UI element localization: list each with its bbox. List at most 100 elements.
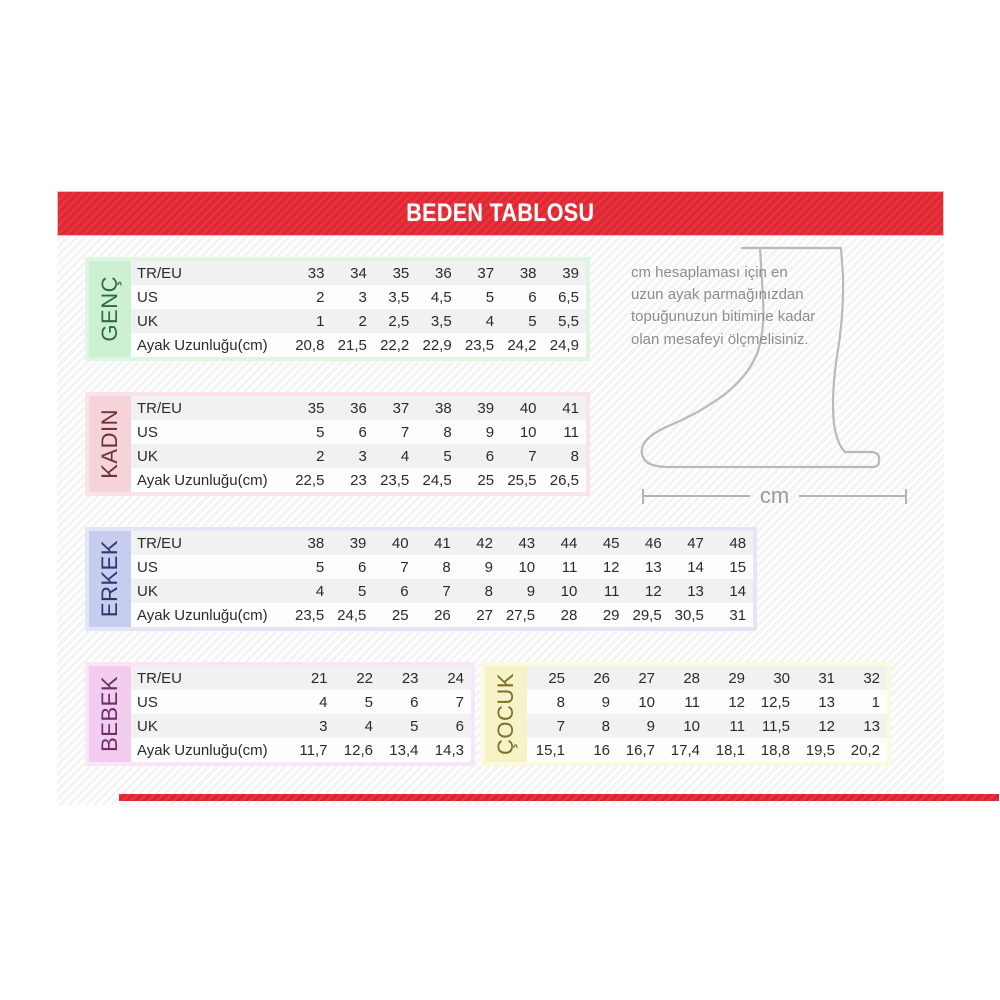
cell: 38 xyxy=(307,534,325,552)
cell: 38 xyxy=(435,399,452,417)
table-row: 15,1 16 16,7 17,4 18,1 18,8 19,5 20,2 xyxy=(527,738,887,762)
measurement-instructions: cm hesaplaması için en uzun ayak parmağı… xyxy=(631,264,816,348)
cell: 26,5 xyxy=(549,471,579,489)
row-label: US xyxy=(137,288,158,306)
cell: 4 xyxy=(364,717,373,735)
cell: 34 xyxy=(350,264,367,282)
cell: 5 xyxy=(410,717,419,735)
cell: 4 xyxy=(400,447,410,465)
cell: 23,5 xyxy=(294,606,325,624)
cell: 12 xyxy=(728,693,745,711)
table-row: UK 2 3 4 5 6 7 8 xyxy=(131,444,586,468)
cell: 7 xyxy=(556,717,565,735)
cell: 6,5 xyxy=(558,288,579,306)
cm-measure-line: cm xyxy=(642,481,908,511)
category-label-text: ERKEK xyxy=(97,540,122,618)
cell: 13 xyxy=(863,717,880,735)
table-row: TR/EU 35 36 37 38 39 40 41 xyxy=(131,396,586,420)
table-row: US 4 5 6 7 xyxy=(131,690,471,714)
cell: 12 xyxy=(602,558,620,576)
cell: 44 xyxy=(560,534,578,552)
cell: 31 xyxy=(729,606,747,624)
cell: 3 xyxy=(319,717,328,735)
table-row: 8 9 10 11 12 12,5 13 1 xyxy=(527,690,887,714)
table-row: UK 1 2 2,5 3,5 4 5 5,5 xyxy=(131,309,586,333)
cell: 10 xyxy=(638,693,655,711)
cell: 11,5 xyxy=(761,717,790,735)
size-grid-bebek: TR/EU 21 22 23 24 US 4 5 6 7 xyxy=(131,666,471,762)
row-values: 5 6 7 8 9 10 11 12 13 14 15 xyxy=(289,559,753,576)
cell: 11 xyxy=(561,558,578,576)
cell: 39 xyxy=(562,264,579,282)
cell: 6 xyxy=(410,693,419,711)
row-values: 35 36 37 38 39 40 41 xyxy=(289,400,586,417)
row-values: 8 9 10 11 12 12,5 13 1 xyxy=(527,694,887,711)
cell: 12,6 xyxy=(343,741,373,759)
row-label: Ayak Uzunluğu(cm) xyxy=(137,606,268,624)
cell: 12 xyxy=(645,582,662,600)
cell: 8 xyxy=(570,447,579,465)
cell: 6 xyxy=(528,288,537,306)
table-row: US 2 3 3,5 4,5 5 6 6,5 xyxy=(131,285,586,309)
cell: 14 xyxy=(687,558,704,576)
category-label-text: GENÇ xyxy=(97,276,122,342)
row-values: 2 3 4 5 6 7 8 xyxy=(289,448,586,465)
cell: 2,5 xyxy=(388,312,410,330)
cell: 12,5 xyxy=(760,693,790,711)
cell: 9 xyxy=(526,582,536,600)
table-row: 25 26 27 28 29 30 31 32 xyxy=(527,666,887,690)
cell: 6 xyxy=(400,582,409,600)
row-values: 33 34 35 36 37 38 39 xyxy=(289,265,586,282)
row-label: TR/EU xyxy=(137,669,182,687)
row-label: Ayak Uzunluğu(cm) xyxy=(137,336,268,354)
cell: 26 xyxy=(593,669,610,687)
foot-side-profile-icon xyxy=(640,246,881,469)
row-label: US xyxy=(137,558,158,576)
cell: 31 xyxy=(818,669,835,687)
cell: 2 xyxy=(316,288,325,306)
row-values: 15,1 16 16,7 17,4 18,1 18,8 19,5 20,2 xyxy=(527,742,887,759)
cell: 24,9 xyxy=(549,336,579,354)
size-grid-cocuk: 25 26 27 28 29 30 31 32 8 9 1 xyxy=(527,666,887,762)
cell: 7 xyxy=(400,558,409,576)
cell: 13 xyxy=(818,693,835,711)
cell: 13 xyxy=(687,582,704,600)
cell: 39 xyxy=(349,534,367,552)
category-label-text: BEBEK xyxy=(97,676,122,752)
row-label: TR/EU xyxy=(137,399,182,417)
cell: 7 xyxy=(442,582,451,600)
cell: 5 xyxy=(528,312,537,330)
cell: 22 xyxy=(356,669,373,687)
cell: 30 xyxy=(773,669,790,687)
measure-cap-right xyxy=(905,488,908,504)
cell: 29 xyxy=(728,669,745,687)
cell: 27,5 xyxy=(505,606,536,624)
cell: 5,5 xyxy=(558,312,579,330)
cell: 6 xyxy=(358,558,367,576)
cell: 27 xyxy=(638,669,655,687)
size-grid-genc: TR/EU 33 34 35 36 37 38 39 US 2 xyxy=(131,261,586,357)
cell: 40 xyxy=(519,399,537,417)
row-label: UK xyxy=(137,717,158,735)
cell: 14 xyxy=(729,582,747,600)
cell: 24,5 xyxy=(337,606,367,624)
cell: 19,5 xyxy=(805,741,835,759)
row-values: 4 5 6 7 xyxy=(289,694,471,711)
cell: 48 xyxy=(729,534,747,552)
cell: 1 xyxy=(871,693,880,711)
cell: 41 xyxy=(434,534,451,552)
title-band: BEDEN TABLOSU xyxy=(57,191,944,236)
cell: 25,5 xyxy=(507,471,537,489)
cell: 25 xyxy=(391,606,409,624)
cell: 47 xyxy=(687,534,704,552)
cell: 23 xyxy=(350,471,367,489)
cell: 28 xyxy=(683,669,700,687)
cell: 8 xyxy=(601,717,610,735)
size-chart-card: BEDEN TABLOSU GENÇ TR/EU 33 34 35 36 37 … xyxy=(57,191,999,805)
size-table-erkek: ERKEK TR/EU 38 39 40 41 42 43 44 45 46 xyxy=(85,527,757,631)
row-values: 2 3 3,5 4,5 5 6 6,5 xyxy=(289,289,586,306)
cell: 4 xyxy=(319,693,328,711)
row-values: 38 39 40 41 42 43 44 45 46 47 48 xyxy=(289,535,753,552)
cell: 11 xyxy=(729,717,745,735)
